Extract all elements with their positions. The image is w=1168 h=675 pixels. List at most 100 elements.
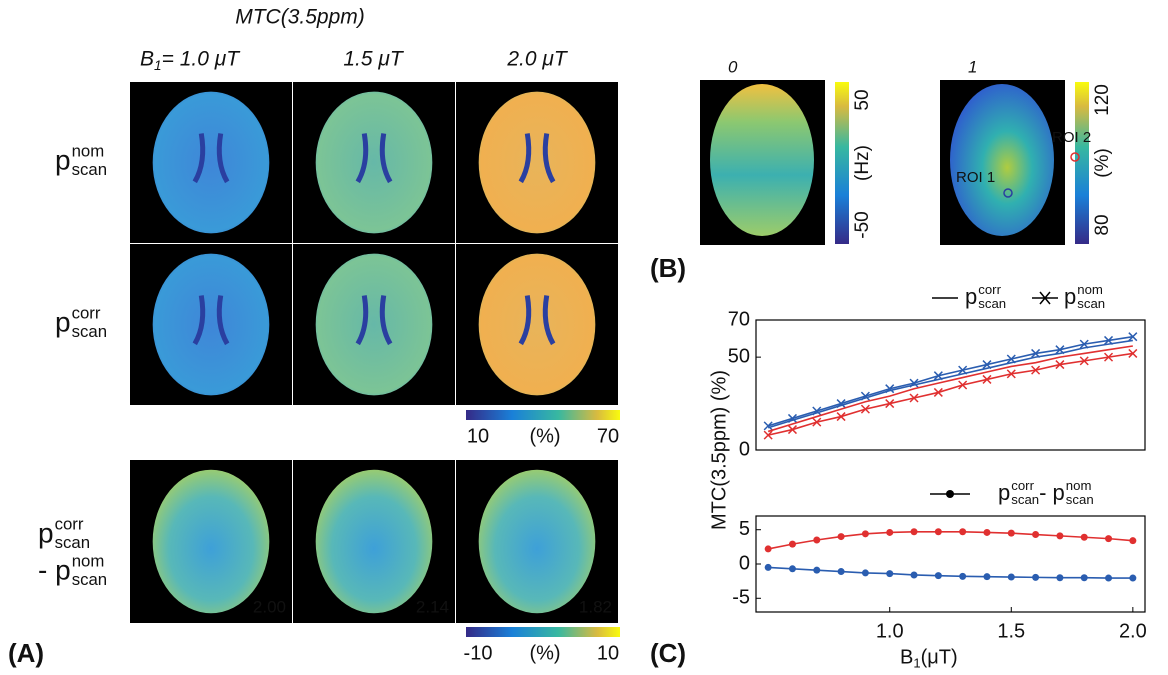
- marker: [885, 384, 895, 394]
- legend-label-sup: corr: [1011, 478, 1034, 493]
- y-axis-label: MTC(3.5ppm) (%): [708, 370, 730, 530]
- marker: [983, 573, 991, 581]
- colorbar-tick: 10: [467, 425, 489, 447]
- series-line: [768, 566, 1133, 579]
- marker: [860, 391, 870, 401]
- row-label-sup: corr: [55, 515, 84, 534]
- colorbar-tick: 120: [1092, 84, 1113, 116]
- x-axis-label-rest: (μT): [921, 646, 958, 668]
- plot-frame: [755, 319, 1146, 451]
- legend-label-sup: nom: [1077, 282, 1103, 297]
- marker: [982, 374, 992, 384]
- marker: [1007, 529, 1015, 537]
- legend-label: p: [1064, 284, 1076, 309]
- marker: [837, 568, 845, 576]
- column-label: 2.0 μT: [506, 48, 569, 71]
- marker: [837, 533, 845, 541]
- marker: [934, 572, 942, 580]
- marker: [813, 566, 821, 574]
- marker: [982, 360, 992, 370]
- marker: [1006, 354, 1016, 364]
- brain: [315, 91, 433, 234]
- marker: [763, 421, 773, 431]
- x-tick-label: 1.5: [997, 620, 1025, 642]
- colorbar: [835, 82, 849, 244]
- marker: [959, 528, 967, 536]
- legend-label-sub: scan: [1077, 296, 1105, 311]
- roi-label: ROI 2: [1052, 129, 1091, 146]
- panel-label: (B): [650, 253, 686, 283]
- marker: [910, 571, 918, 579]
- marker: [909, 378, 919, 388]
- colorbar: [1075, 82, 1089, 244]
- brain: [710, 84, 814, 236]
- colorbar-unit: (%): [1092, 148, 1113, 178]
- y-tick-label: 0: [739, 552, 750, 574]
- row-label-sub: scan: [72, 570, 107, 589]
- marker: [860, 404, 870, 414]
- row-label-sup: nom: [72, 142, 105, 161]
- column-label: B: [140, 48, 154, 71]
- marker: [764, 563, 772, 571]
- marker: [886, 528, 894, 536]
- marker: [1055, 360, 1065, 370]
- y-tick-label: 5: [739, 518, 750, 540]
- marker: [1079, 356, 1089, 366]
- brain: [315, 469, 433, 614]
- marker: [788, 540, 796, 548]
- marker: [1056, 574, 1064, 582]
- colorbar-tick: 10: [597, 642, 619, 664]
- panel-label: (A): [8, 638, 44, 668]
- colorbar-tick: -10: [464, 642, 493, 664]
- y-tick-label: -5: [732, 587, 750, 609]
- series-line: [767, 339, 1133, 429]
- x-tick-label: 2.0: [1119, 620, 1147, 642]
- marker: [1032, 531, 1040, 539]
- brain: [478, 469, 596, 614]
- ventricles: [192, 295, 230, 346]
- brain: [950, 84, 1054, 236]
- row-label: p: [55, 306, 71, 337]
- marker: [959, 572, 967, 580]
- legend-key: [946, 490, 954, 498]
- marker: [787, 425, 797, 435]
- legend-label-sub: scan: [1066, 492, 1094, 507]
- marker: [1031, 348, 1041, 358]
- row-label: p: [38, 517, 54, 548]
- ventricles: [518, 295, 556, 346]
- marker: [1129, 537, 1137, 545]
- marker: [933, 371, 943, 381]
- marker: [836, 399, 846, 409]
- legend-label-sub: scan: [978, 296, 1006, 311]
- series-line: [768, 530, 1133, 550]
- marker: [934, 528, 942, 536]
- brain: [152, 253, 270, 396]
- colorbar-unit: (%): [529, 425, 560, 447]
- panel-label: (C): [650, 638, 686, 668]
- marker: [909, 393, 919, 403]
- marker: [958, 380, 968, 390]
- marker: [788, 565, 796, 573]
- row-label-sub: scan: [55, 533, 90, 552]
- row-label-sup: nom: [72, 552, 105, 571]
- column-label: 1.5 μT: [343, 48, 405, 71]
- legend-key: [1032, 291, 1058, 305]
- marker: [1007, 573, 1015, 581]
- marker: [861, 569, 869, 577]
- brain: [152, 469, 270, 614]
- marker: [1031, 365, 1041, 375]
- brain-maps: [130, 80, 1065, 623]
- legend-label-sup: nom: [1066, 478, 1092, 493]
- marker: [885, 399, 895, 409]
- marker: [958, 365, 968, 375]
- roi-marker: [1003, 188, 1013, 198]
- roi-marker: [1070, 152, 1080, 162]
- ventricles: [355, 295, 393, 346]
- column-label-sub: 1: [154, 58, 162, 73]
- marker: [1032, 573, 1040, 581]
- brain: [152, 91, 270, 234]
- brain: [315, 253, 433, 396]
- difference-value: 2.14: [416, 597, 449, 616]
- legend-label-sup: corr: [978, 282, 1001, 297]
